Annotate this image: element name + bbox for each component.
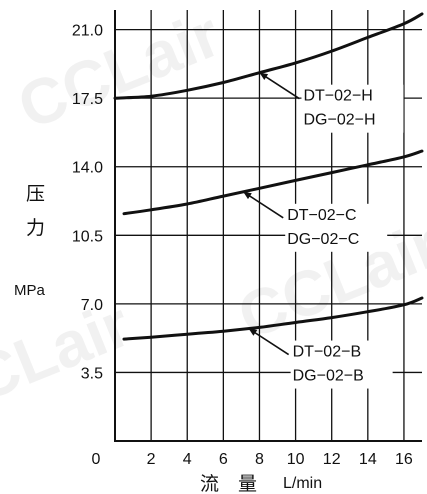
leader-arrowhead (243, 191, 252, 200)
series-label: DT−02−B (293, 344, 361, 361)
series-label-backdrop (285, 203, 388, 252)
series-label: DG−02−B (293, 368, 364, 385)
watermark-text: CCLair (8, 0, 230, 143)
axes: 2 4 6 8 10 12 14 16 3.5 7.0 10.5 14.0 17.5 21.0 0 (72, 10, 422, 468)
series-label-backdrop (290, 340, 393, 389)
y-tick-label: 10.5 (72, 228, 103, 245)
series-line (122, 296, 424, 341)
x-axis-label-cn: 流 量 (200, 473, 257, 494)
y-axis-label-char-1: 压 (26, 183, 45, 205)
x-tick-label: 2 (147, 451, 156, 468)
x-tick-label: 4 (183, 451, 192, 468)
data-series (113, 12, 424, 341)
leader-arrowhead (248, 328, 258, 336)
series-label: DT−02−H (303, 88, 372, 105)
y-tick-label: 17.5 (72, 91, 103, 108)
x-tick-label: 10 (287, 451, 305, 468)
series-label: DG−02−H (303, 112, 375, 129)
x-tick-label: 14 (359, 451, 377, 468)
x-tick-label: 16 (395, 451, 413, 468)
series-label-backdrop (301, 84, 404, 133)
y-tick-label: 14.0 (72, 160, 103, 177)
x-tick-label: 6 (219, 451, 228, 468)
leader-arrowhead (259, 72, 269, 80)
y-tick-label: 7.0 (81, 297, 103, 314)
y-axis-unit: MPa (14, 282, 46, 299)
watermark-text: CCLair (0, 288, 140, 433)
x-tick-label: 12 (323, 451, 341, 468)
y-tick-label: 3.5 (81, 365, 103, 382)
series-label: DG−02−C (287, 231, 359, 248)
y-tick-label: 21.0 (72, 23, 103, 40)
series-line (113, 12, 424, 100)
origin-label: 0 (92, 451, 101, 468)
series-label: DT−02−C (287, 207, 356, 224)
y-axis-label-char-2: 力 (26, 217, 45, 239)
series-labels: DT−02−H DG−02−H DT−02−C DG−02−C DT−02−B DG−02… (242, 72, 404, 389)
series-line (122, 149, 424, 216)
x-tick-label: 8 (255, 451, 264, 468)
x-axis-unit: L/min (283, 475, 322, 492)
